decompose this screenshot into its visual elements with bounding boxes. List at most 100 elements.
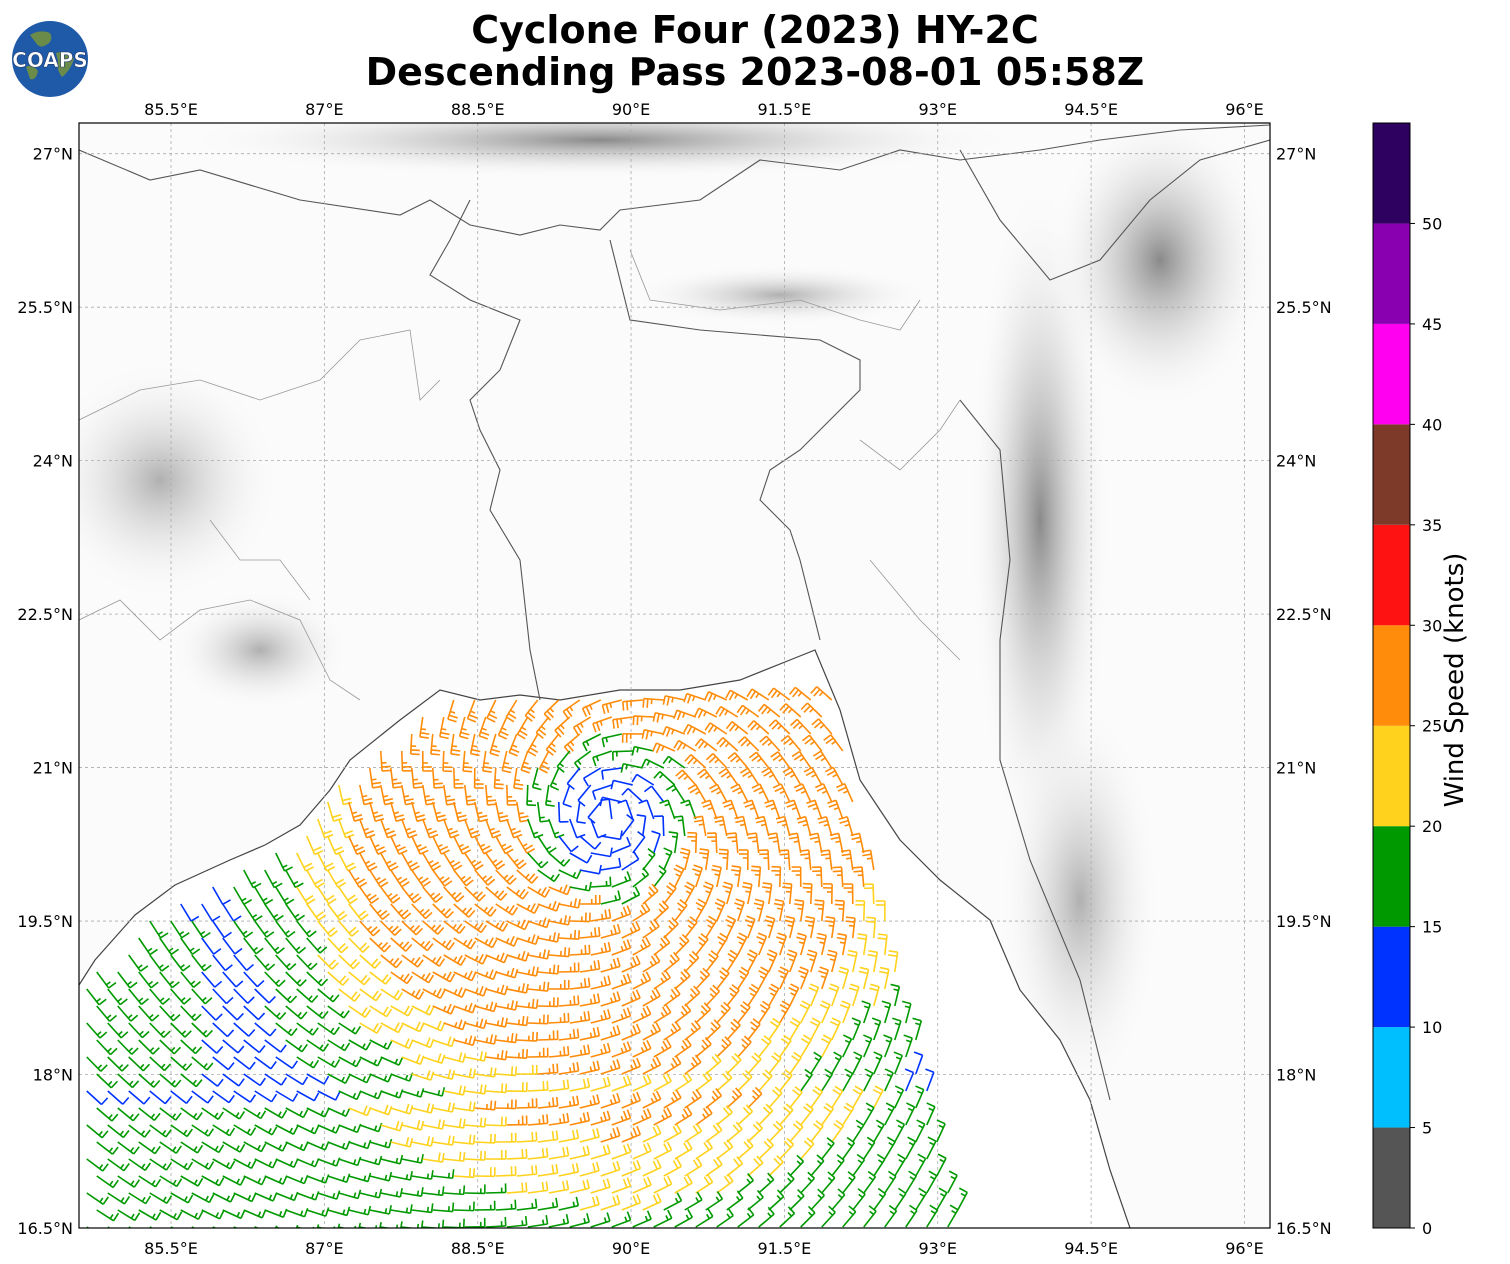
wind-barb	[474, 1001, 498, 1013]
wind-barb	[725, 915, 737, 939]
wind-barb	[401, 954, 424, 968]
wind-barb	[632, 830, 646, 854]
wind-barb	[674, 933, 690, 956]
wind-barb	[884, 1204, 898, 1228]
colorbar-bin	[1373, 323, 1410, 425]
wind-barb	[621, 1193, 642, 1211]
wind-barb	[558, 1028, 580, 1041]
wind-barb	[380, 988, 404, 1001]
wind-barb	[464, 1084, 487, 1095]
wind-barb	[380, 1188, 403, 1198]
wind-barb	[222, 1209, 246, 1220]
wind-barb	[474, 1034, 497, 1045]
wind-barb	[469, 733, 481, 757]
wind-barb	[348, 869, 368, 888]
wind-barb	[758, 1069, 773, 1092]
wind-barb	[840, 849, 854, 871]
wind-barb	[138, 1005, 160, 1022]
wind-barb	[716, 737, 739, 752]
wind-barb	[863, 1068, 874, 1092]
wind-barb	[746, 688, 770, 701]
wind-barb	[705, 1053, 722, 1075]
logo-text: COAPS	[12, 48, 88, 72]
wind-barb	[443, 886, 465, 903]
wind-barb	[737, 1207, 755, 1228]
wind-barb	[611, 750, 633, 761]
wind-barb	[473, 767, 484, 789]
wind-barb	[212, 1192, 236, 1203]
wind-barb	[506, 1148, 528, 1160]
wind-barb	[894, 1153, 906, 1177]
wind-barb	[789, 1120, 804, 1143]
logo-continents	[26, 31, 74, 80]
wind-barb	[180, 1141, 204, 1154]
wind-barb	[864, 883, 875, 905]
wind-barb	[485, 1183, 507, 1194]
wind-barb	[527, 1181, 549, 1194]
wind-barb	[611, 973, 632, 990]
wind-barb	[159, 1209, 183, 1221]
wind-barb	[674, 1003, 692, 1024]
wind-barb	[947, 1204, 959, 1228]
wind-barb	[527, 852, 549, 869]
wind-barb	[516, 1065, 538, 1075]
wind-barb	[758, 1138, 774, 1160]
wind-barb	[821, 1034, 832, 1058]
wind-barb	[432, 835, 450, 855]
wind-barb	[747, 1086, 763, 1109]
wind-barb	[600, 1160, 621, 1177]
wind-barb	[516, 835, 536, 854]
wind-barb	[443, 1085, 466, 1096]
wind-barb	[453, 1134, 476, 1145]
wind-barb	[464, 953, 488, 965]
wind-barb	[264, 937, 285, 955]
wind-barb	[747, 1155, 764, 1177]
wind-barb	[306, 835, 324, 856]
wind-barb	[326, 801, 343, 822]
wind-barb	[411, 903, 433, 920]
wind-barb	[474, 903, 497, 917]
wind-barb	[201, 1073, 224, 1087]
wind-barb	[767, 687, 791, 701]
wind-barb	[863, 1034, 873, 1058]
wind-barb	[893, 1051, 903, 1075]
wind-barb	[600, 957, 621, 973]
wind-barb	[464, 1217, 486, 1228]
wind-barb	[632, 867, 650, 888]
wind-barb	[537, 1030, 559, 1041]
wind-barb	[632, 1210, 652, 1228]
wind-barb	[317, 1124, 341, 1134]
wind-barb	[695, 1139, 713, 1160]
wind-barb	[548, 1046, 570, 1058]
wind-barb	[863, 1205, 877, 1228]
wind-barb	[884, 1136, 896, 1160]
wind-barb	[96, 1175, 119, 1189]
wind-barb	[516, 1165, 538, 1177]
chart-title: Cyclone Four (2023) HY-2C	[471, 8, 1039, 52]
wind-barb	[212, 988, 234, 1005]
wind-barb	[527, 949, 550, 960]
wind-barb	[600, 1126, 621, 1143]
wind-barb	[915, 1153, 927, 1177]
wind-barb	[222, 903, 242, 922]
wind-barb	[439, 716, 450, 740]
wind-barb	[86, 1124, 109, 1139]
wind-barb	[684, 881, 696, 905]
wind-barb	[338, 988, 361, 1002]
wind-barb	[842, 1068, 854, 1092]
colorbar-bin	[1373, 1127, 1410, 1228]
wind-barb	[317, 920, 338, 938]
wind-barb	[117, 1175, 141, 1188]
wind-barb	[222, 1039, 245, 1054]
wind-barb	[879, 966, 890, 990]
wind-barb	[348, 1172, 372, 1183]
wind-barb	[485, 1150, 507, 1160]
wind-barb	[684, 1157, 703, 1177]
wind-barb	[791, 750, 812, 769]
wind-barb	[348, 1005, 372, 1018]
wind-barb	[808, 983, 820, 1007]
wind-barb	[636, 814, 647, 837]
wind-barb	[432, 1102, 455, 1113]
wind-barb	[674, 1140, 693, 1160]
wind-barb	[621, 1023, 641, 1041]
